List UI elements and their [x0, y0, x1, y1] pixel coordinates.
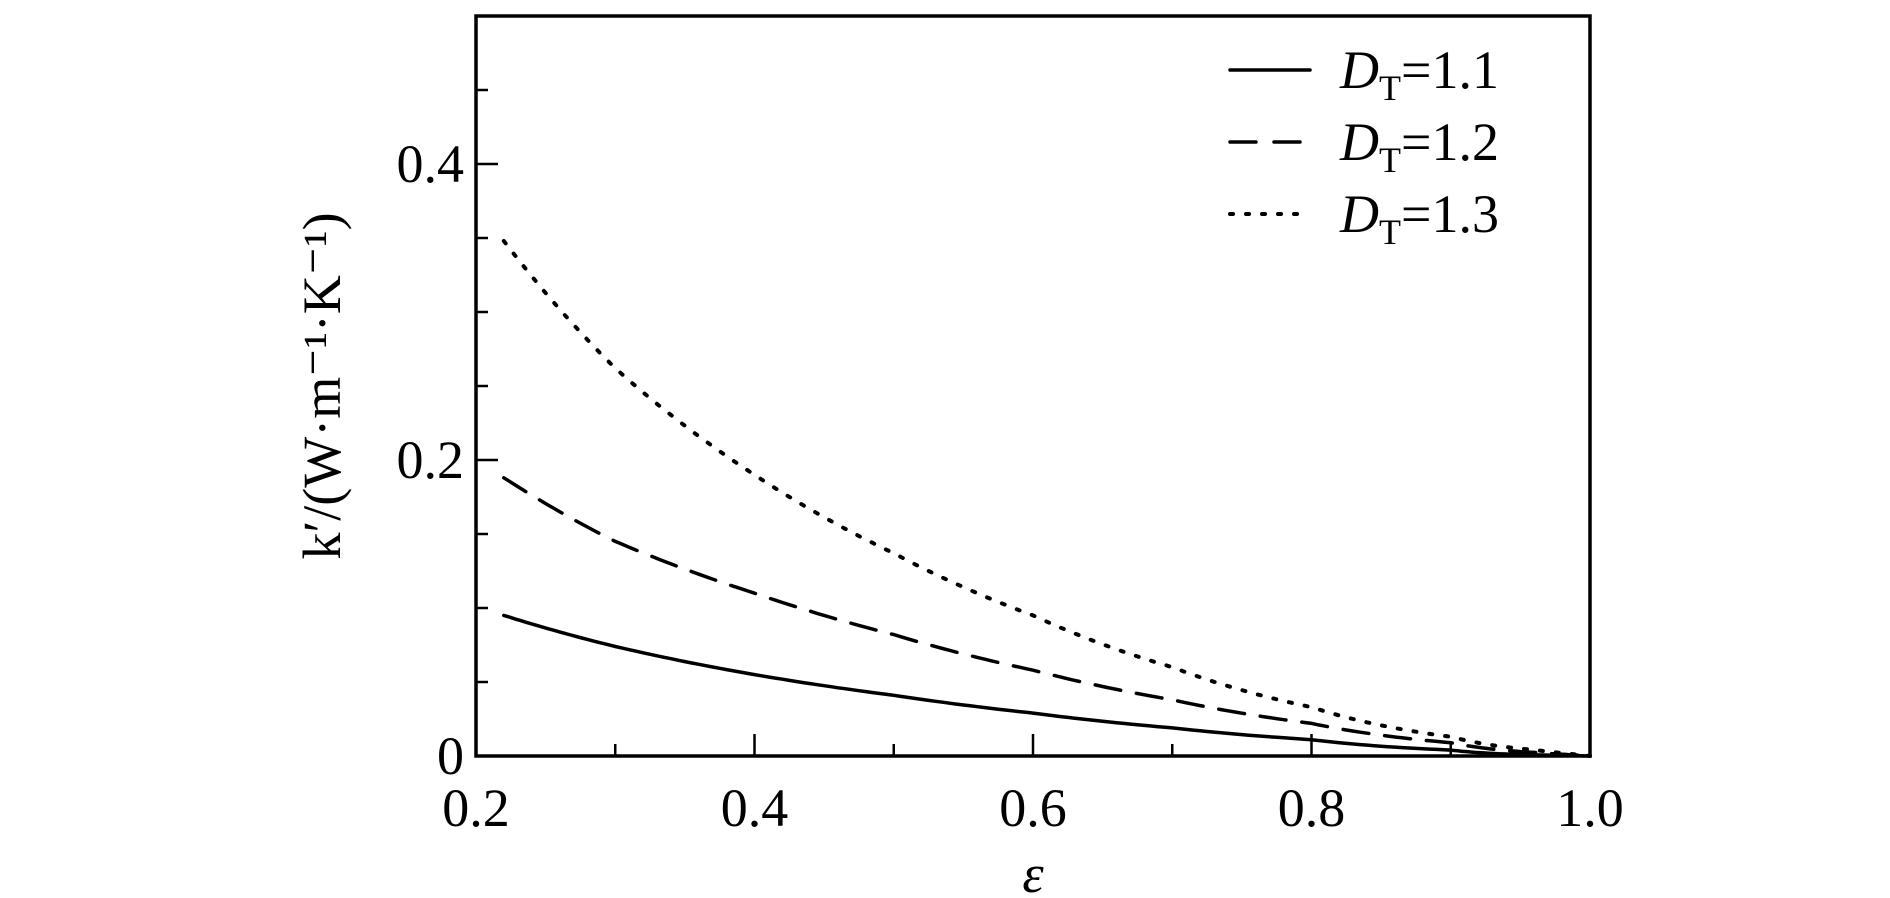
- y-tick-label: 0.4: [397, 134, 465, 194]
- series-line-1: [502, 613, 1592, 758]
- tick-labels: 0.2 0.4 0.6 0.8 1.000.20.4: [397, 134, 1624, 838]
- x-tick-label: 0.6: [999, 778, 1067, 838]
- axis-ticks: [474, 88, 1592, 758]
- y-axis-title: k′/(W·m⁻¹·K⁻¹): [292, 212, 352, 559]
- series-lines: [501, 239, 1592, 758]
- x-tick-label: 1.0: [1556, 778, 1624, 838]
- legend-label-2: DT=1.2: [1339, 112, 1499, 180]
- series-line-3: [501, 239, 1592, 758]
- legend: DT=1.1DT=1.2DT=1.3: [1228, 40, 1499, 252]
- x-tick-label: 0.4: [721, 778, 789, 838]
- x-tick-label: 0.2: [442, 778, 510, 838]
- x-axis-title: ε: [1022, 844, 1044, 898]
- y-tick-label: 0: [437, 726, 464, 786]
- plot-frame: [474, 14, 1592, 758]
- legend-label-1: DT=1.1: [1339, 40, 1499, 108]
- legend-label-3: DT=1.3: [1339, 184, 1499, 252]
- x-tick-label: 0.8: [1278, 778, 1346, 838]
- series-line-2: [502, 476, 1592, 758]
- y-tick-label: 0.2: [397, 430, 465, 490]
